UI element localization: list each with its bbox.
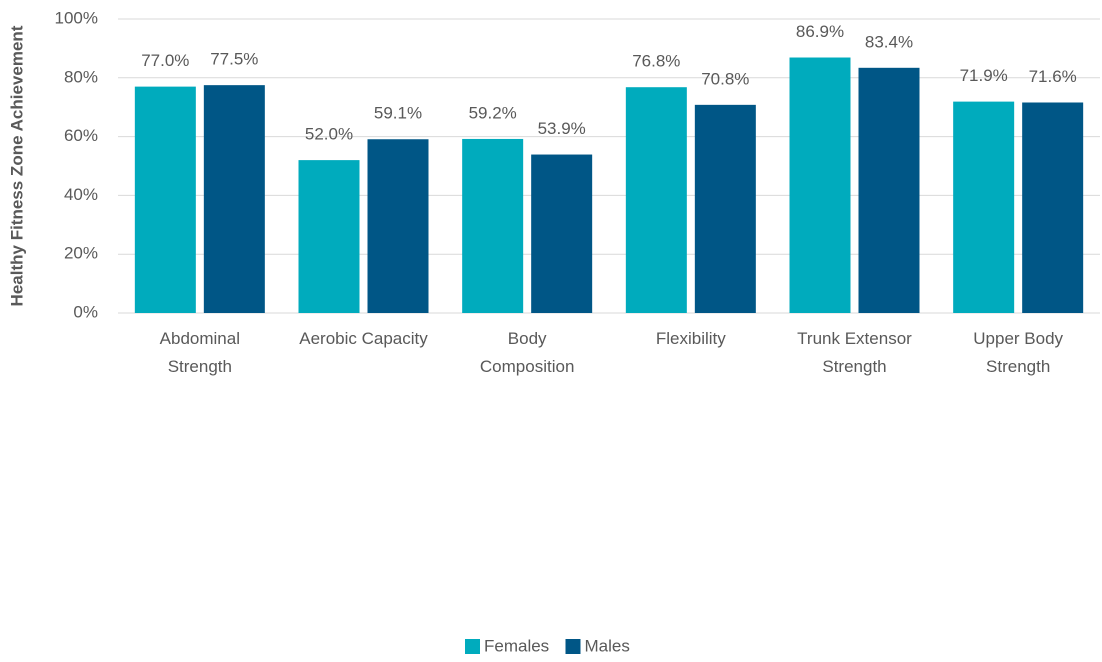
- legend-label: Males: [585, 636, 630, 655]
- value-label: 71.6%: [1029, 67, 1077, 86]
- y-tick-label: 20%: [64, 244, 98, 263]
- bar: [367, 139, 429, 313]
- y-axis-label: Healthy Fitness Zone Achievement: [7, 25, 26, 306]
- value-label: 77.0%: [141, 51, 189, 70]
- bar: [134, 86, 196, 314]
- legend-swatch: [565, 639, 581, 654]
- x-tick-label: Body Composition: [480, 329, 575, 376]
- value-label: 83.4%: [865, 32, 913, 51]
- x-tick-label: Trunk Extensor Strength: [797, 329, 912, 376]
- bar: [953, 101, 1015, 313]
- bar: [694, 104, 756, 314]
- legend-label: Females: [484, 636, 549, 655]
- value-label: 70.8%: [701, 69, 749, 88]
- bar: [625, 87, 687, 313]
- value-label: 59.2%: [469, 103, 517, 122]
- bar: [531, 154, 593, 313]
- value-label: 76.8%: [632, 52, 680, 71]
- x-tick-label: Aerobic Capacity: [299, 329, 428, 348]
- x-tick-label: Upper Body Strength: [973, 329, 1063, 376]
- value-label: 53.9%: [538, 119, 586, 138]
- value-label: 77.5%: [210, 50, 258, 69]
- bar: [298, 160, 360, 313]
- y-tick-label: 40%: [64, 185, 98, 204]
- x-tick-label: Flexibility: [656, 329, 726, 348]
- legend-swatch: [465, 639, 480, 654]
- value-label: 86.9%: [796, 22, 844, 41]
- bar: [462, 138, 524, 313]
- x-tick-label: Abdominal Strength: [160, 329, 240, 376]
- bar: [858, 67, 920, 313]
- y-tick-label: 60%: [64, 126, 98, 145]
- y-tick-label: 80%: [64, 67, 98, 86]
- bar: [1022, 102, 1084, 313]
- y-tick-label: 0%: [73, 302, 98, 321]
- bar: [203, 85, 265, 314]
- bar: [789, 57, 851, 313]
- y-tick-label: 100%: [55, 8, 98, 27]
- value-label: 71.9%: [960, 66, 1008, 85]
- value-label: 52.0%: [305, 125, 353, 144]
- value-label: 59.1%: [374, 104, 422, 123]
